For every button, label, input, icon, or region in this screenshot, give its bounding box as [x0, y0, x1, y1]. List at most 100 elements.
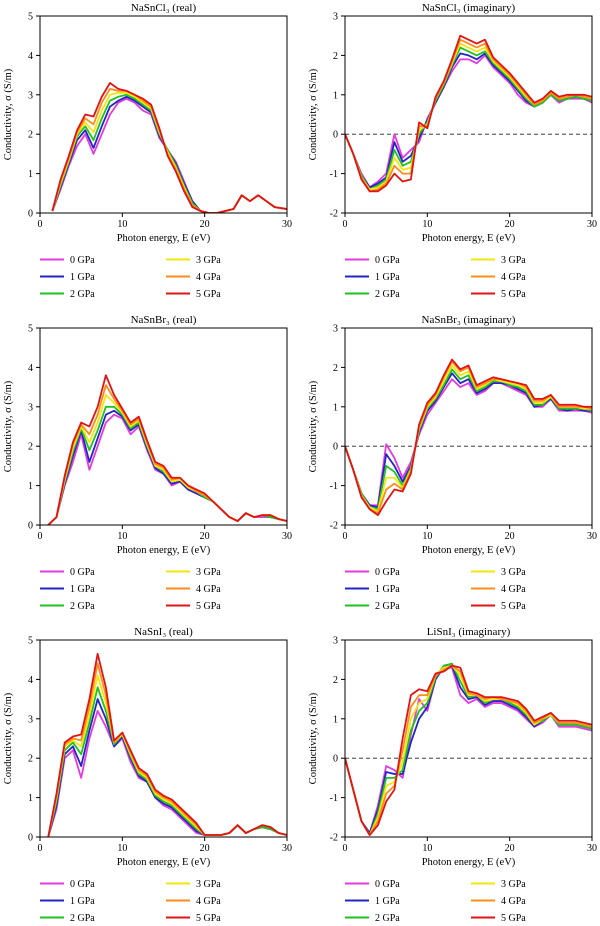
y-tick-label: 5 — [28, 636, 33, 647]
legend-label: 2 GPa — [375, 601, 400, 612]
series-lines — [345, 34, 592, 193]
x-tick-label: 20 — [505, 219, 515, 230]
y-tick-label: 3 — [333, 12, 338, 23]
y-tick-label: -1 — [330, 793, 338, 804]
y-tick-label: 1 — [333, 90, 338, 101]
panel-title: LiSnI₃ (imaginary) — [427, 626, 511, 638]
y-tick-label: 3 — [28, 90, 33, 101]
x-axis-label: Photon energy, E (eV) — [422, 545, 516, 556]
series-line-0-gpa — [345, 54, 592, 189]
y-tick-label: 2 — [333, 363, 338, 374]
x-axis-label: Photon energy, E (eV) — [422, 857, 516, 868]
y-tick-label: -2 — [330, 833, 338, 844]
x-tick-label: 30 — [282, 843, 292, 854]
x-tick-label: 10 — [117, 531, 127, 542]
y-tick-label: 0 — [333, 754, 338, 765]
series-line-5-gpa — [345, 358, 592, 517]
panel-title: NaSnCl₃ (imaginary) — [422, 2, 516, 14]
y-tick-label: 1 — [28, 481, 33, 492]
y-tick-label: 4 — [28, 675, 33, 686]
series-lines — [51, 82, 287, 213]
legend-label: 3 GPa — [196, 255, 221, 266]
series-line-4-gpa — [51, 87, 287, 213]
x-tick-label: 20 — [505, 843, 515, 854]
legend-label: 4 GPa — [501, 584, 526, 595]
legend-label: 4 GPa — [501, 272, 526, 283]
x-tick-label: 0 — [343, 531, 348, 542]
y-tick-label: -1 — [330, 481, 338, 492]
x-tick-label: 30 — [282, 219, 292, 230]
legend-label: 2 GPa — [70, 601, 95, 612]
legend-label: 3 GPa — [501, 255, 526, 266]
series-line-4-gpa — [345, 38, 592, 193]
axes-frame — [344, 327, 593, 526]
x-tick-label: 0 — [38, 219, 43, 230]
x-tick-label: 30 — [282, 531, 292, 542]
y-tick-label: 0 — [28, 833, 33, 844]
y-tick-label: 2 — [333, 51, 338, 62]
legend-label: 5 GPa — [501, 913, 526, 924]
legend: 0 GPa 1 GPa 2 GPa 3 GPa 4 GPa 5 GPa — [345, 879, 526, 924]
x-axis-label: Photon energy, E (eV) — [117, 857, 211, 868]
x-tick-label: 20 — [200, 531, 210, 542]
series-line-4-gpa — [47, 384, 287, 525]
series-line-5-gpa — [345, 34, 592, 193]
x-tick-label: 0 — [38, 531, 43, 542]
legend-label: 3 GPa — [196, 567, 221, 578]
series-line-3-gpa — [345, 364, 592, 513]
y-tick-label: -2 — [330, 521, 338, 532]
legend-label: 4 GPa — [196, 896, 221, 907]
legend-label: 2 GPa — [375, 913, 400, 924]
legend-label: 1 GPa — [70, 584, 95, 595]
y-tick-label: 2 — [333, 675, 338, 686]
legend-label: 3 GPa — [501, 567, 526, 578]
legend: 0 GPa 1 GPa 2 GPa 3 GPa 4 GPa 5 GPa — [345, 567, 526, 612]
legend-label: 4 GPa — [196, 272, 221, 283]
x-tick-label: 30 — [587, 219, 597, 230]
axes-frame — [39, 639, 288, 838]
panel-title: NaSnBr₃ (imaginary) — [422, 314, 516, 326]
series-line-1-gpa — [345, 52, 592, 189]
panel-title: NaSnBr₃ (real) — [131, 314, 197, 326]
x-tick-label: 20 — [200, 219, 210, 230]
legend-label: 5 GPa — [196, 289, 221, 300]
y-axis-label: Conductivity, σ (S/m) — [308, 380, 319, 472]
legend-label: 5 GPa — [501, 289, 526, 300]
y-tick-label: 5 — [28, 12, 33, 23]
legend-label: 4 GPa — [501, 896, 526, 907]
y-tick-label: 3 — [28, 402, 33, 413]
x-tick-label: 30 — [587, 843, 597, 854]
legend: 0 GPa 1 GPa 2 GPa 3 GPa 4 GPa 5 GPa — [345, 255, 526, 300]
y-tick-label: 3 — [333, 324, 338, 335]
panel-title: NaSnI₃ (real) — [134, 626, 193, 638]
x-tick-label: 10 — [422, 531, 432, 542]
legend-label: 2 GPa — [70, 913, 95, 924]
legend-label: 2 GPa — [70, 289, 95, 300]
x-tick-label: 0 — [343, 843, 348, 854]
legend-label: 5 GPa — [501, 601, 526, 612]
series-line-3-gpa — [345, 42, 592, 191]
panel-6: LiSnI₃ (imaginary) 0 10 20 30 -2 -1 0 1 2 3 Photon … — [308, 626, 597, 924]
axes-frame — [344, 15, 593, 214]
legend-label: 0 GPa — [375, 567, 400, 578]
series-line-2-gpa — [345, 46, 592, 191]
legend: 0 GPa 1 GPa 2 GPa 3 GPa 4 GPa 5 GPa — [40, 567, 221, 612]
series-line-5-gpa — [345, 664, 592, 836]
series-lines — [345, 358, 592, 517]
legend-label: 4 GPa — [196, 584, 221, 595]
x-tick-label: 10 — [422, 843, 432, 854]
panel-5: NaSnI₃ (real) 0 10 20 30 0 1 2 3 4 5 Photon energy,… — [3, 626, 292, 924]
y-tick-label: 1 — [28, 793, 33, 804]
y-tick-label: 4 — [28, 363, 33, 374]
axes-frame — [39, 15, 288, 214]
y-tick-label: 2 — [28, 442, 33, 453]
y-tick-label: 1 — [333, 402, 338, 413]
series-line-2-gpa — [345, 368, 592, 511]
panel-title: NaSnCl₃ (real) — [131, 2, 197, 14]
panel-2: NaSnCl₃ (imaginary) 0 10 20 30 -2 -1 0 1 2 3 Photon… — [308, 2, 597, 300]
legend-label: 1 GPa — [70, 272, 95, 283]
panel-1: NaSnCl₃ (real) 0 10 20 30 0 1 2 3 4 5 Photon energy… — [3, 2, 292, 300]
y-tick-label: 1 — [333, 714, 338, 725]
y-axis-label: Conductivity, σ (S/m) — [308, 692, 319, 784]
